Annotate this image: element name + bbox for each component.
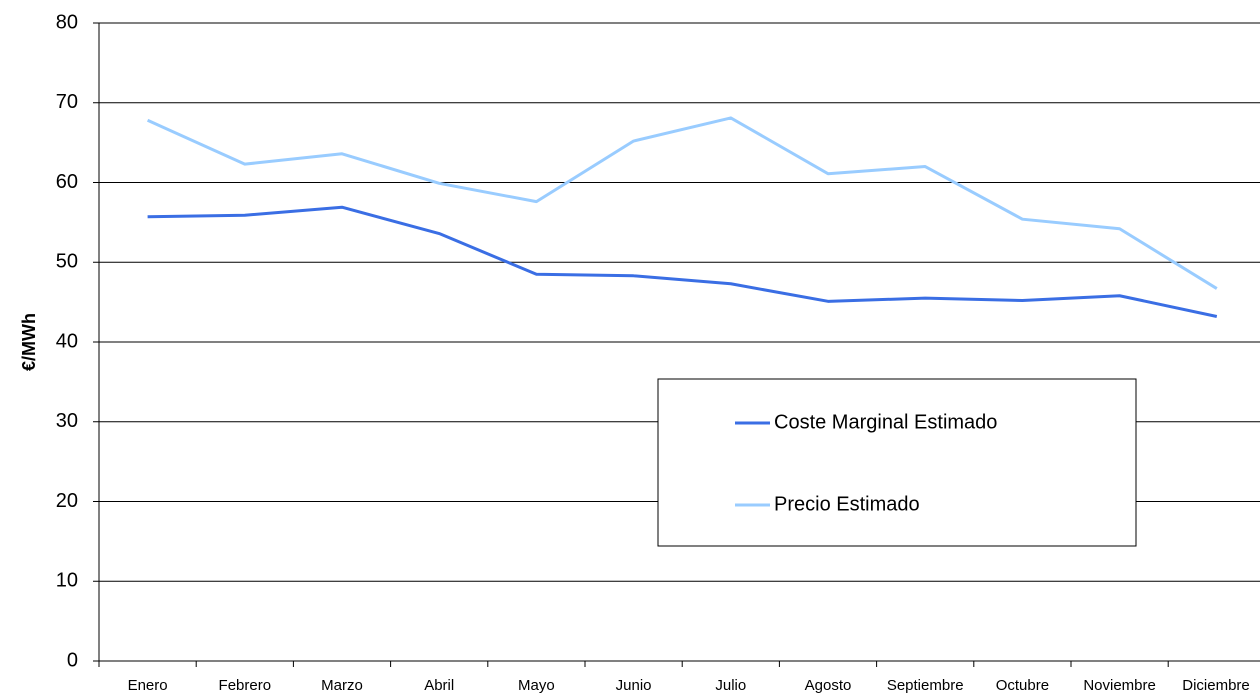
y-tick-label: 30 (56, 410, 78, 432)
legend-label: Precio Estimado (774, 493, 920, 515)
x-tick-label: Julio (715, 677, 746, 694)
x-tick-label: Junio (616, 677, 652, 694)
x-tick-label: Enero (128, 677, 168, 694)
x-tick-label: Agosto (805, 677, 852, 694)
y-tick-label: 40 (56, 330, 78, 352)
x-tick-label: Marzo (321, 677, 363, 694)
series-line (146, 116, 1218, 290)
x-tick-label: Diciembre (1182, 677, 1250, 694)
legend-box (657, 378, 1137, 547)
y-tick-label: 50 (56, 251, 78, 273)
legend-label: Coste Marginal Estimado (774, 411, 997, 433)
x-tick-label: Mayo (518, 677, 555, 694)
x-tick-label: Noviembre (1083, 677, 1156, 694)
series-line (147, 205, 1218, 318)
y-tick-label: 70 (56, 91, 78, 113)
y-tick-label: 10 (56, 570, 78, 592)
y-tick-label: 20 (56, 490, 78, 512)
y-tick-label: 0 (67, 649, 78, 671)
y-tick-label: 60 (56, 171, 78, 193)
x-tick-label: Abril (424, 677, 454, 694)
x-tick-label: Septiembre (887, 677, 964, 694)
x-tick-label: Octubre (996, 677, 1049, 694)
y-tick-label: 80 (56, 11, 78, 33)
y-axis-label: €/MWh (19, 313, 39, 371)
x-tick-label: Febrero (219, 677, 272, 694)
